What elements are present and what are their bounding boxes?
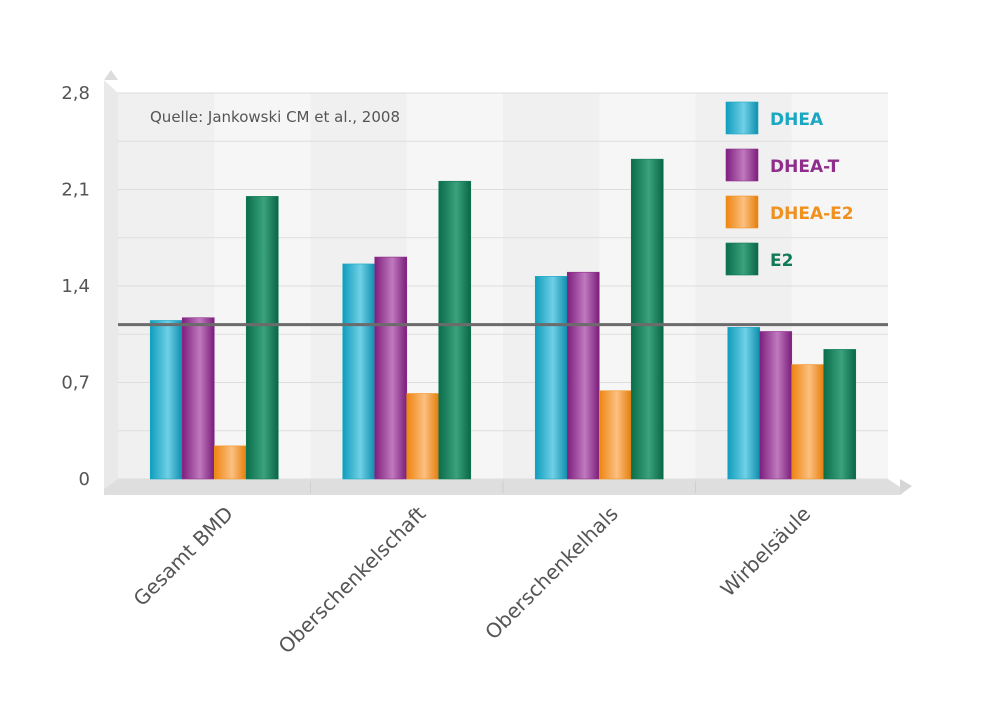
legend-label: E2 bbox=[770, 251, 793, 271]
bar-e2-4 bbox=[823, 349, 857, 480]
legend-label: DHEA-E2 bbox=[770, 204, 854, 224]
bar-e2-2 bbox=[438, 180, 472, 480]
y-tick-label: 1,4 bbox=[61, 276, 90, 297]
legend-label: DHEA-T bbox=[770, 157, 840, 177]
y-tick-label: 2,8 bbox=[61, 83, 90, 104]
bar-dhea-e2-3 bbox=[598, 390, 632, 480]
y-axis-arrow bbox=[104, 70, 118, 80]
bar-dhea-t-3 bbox=[566, 271, 600, 480]
x-category-label: Oberschenkelhals bbox=[480, 502, 623, 645]
plot-floor bbox=[104, 479, 900, 495]
bar-dhea-2 bbox=[342, 263, 376, 480]
bar-dhea-3 bbox=[534, 276, 568, 480]
plot-back-wall bbox=[104, 80, 118, 489]
x-category-label: Wirbelsäule bbox=[716, 502, 816, 602]
y-tick-label: 2,1 bbox=[61, 180, 90, 201]
x-category-label: Gesamt BMD bbox=[129, 502, 238, 611]
bar-dhea-t-4 bbox=[759, 331, 793, 480]
legend: DHEA DHEA-T DHEA-E2 E2 bbox=[725, 101, 854, 276]
bar-dhea-4 bbox=[727, 327, 761, 480]
bar-e2-1 bbox=[245, 196, 279, 480]
y-tick-label: 0 bbox=[79, 469, 90, 490]
legend-swatch bbox=[725, 242, 759, 276]
bar-dhea-e2-1 bbox=[213, 445, 247, 480]
bar-dhea-t-1 bbox=[181, 317, 215, 480]
legend-swatch bbox=[725, 148, 759, 182]
bar-e2-3 bbox=[630, 158, 664, 480]
legend-label: DHEA bbox=[770, 110, 824, 130]
x-category-label: Oberschenkelschaft bbox=[274, 501, 431, 658]
bar-dhea-e2-2 bbox=[406, 393, 440, 480]
source-note: Quelle: Jankowski CM et al., 2008 bbox=[150, 108, 400, 126]
bar-dhea-1 bbox=[149, 320, 183, 480]
legend-swatch bbox=[725, 195, 759, 229]
y-tick-label: 0,7 bbox=[61, 373, 90, 394]
x-axis-arrow bbox=[900, 479, 912, 495]
legend-swatch bbox=[725, 101, 759, 135]
bar-dhea-e2-4 bbox=[791, 364, 825, 480]
bar-dhea-t-2 bbox=[374, 256, 408, 480]
